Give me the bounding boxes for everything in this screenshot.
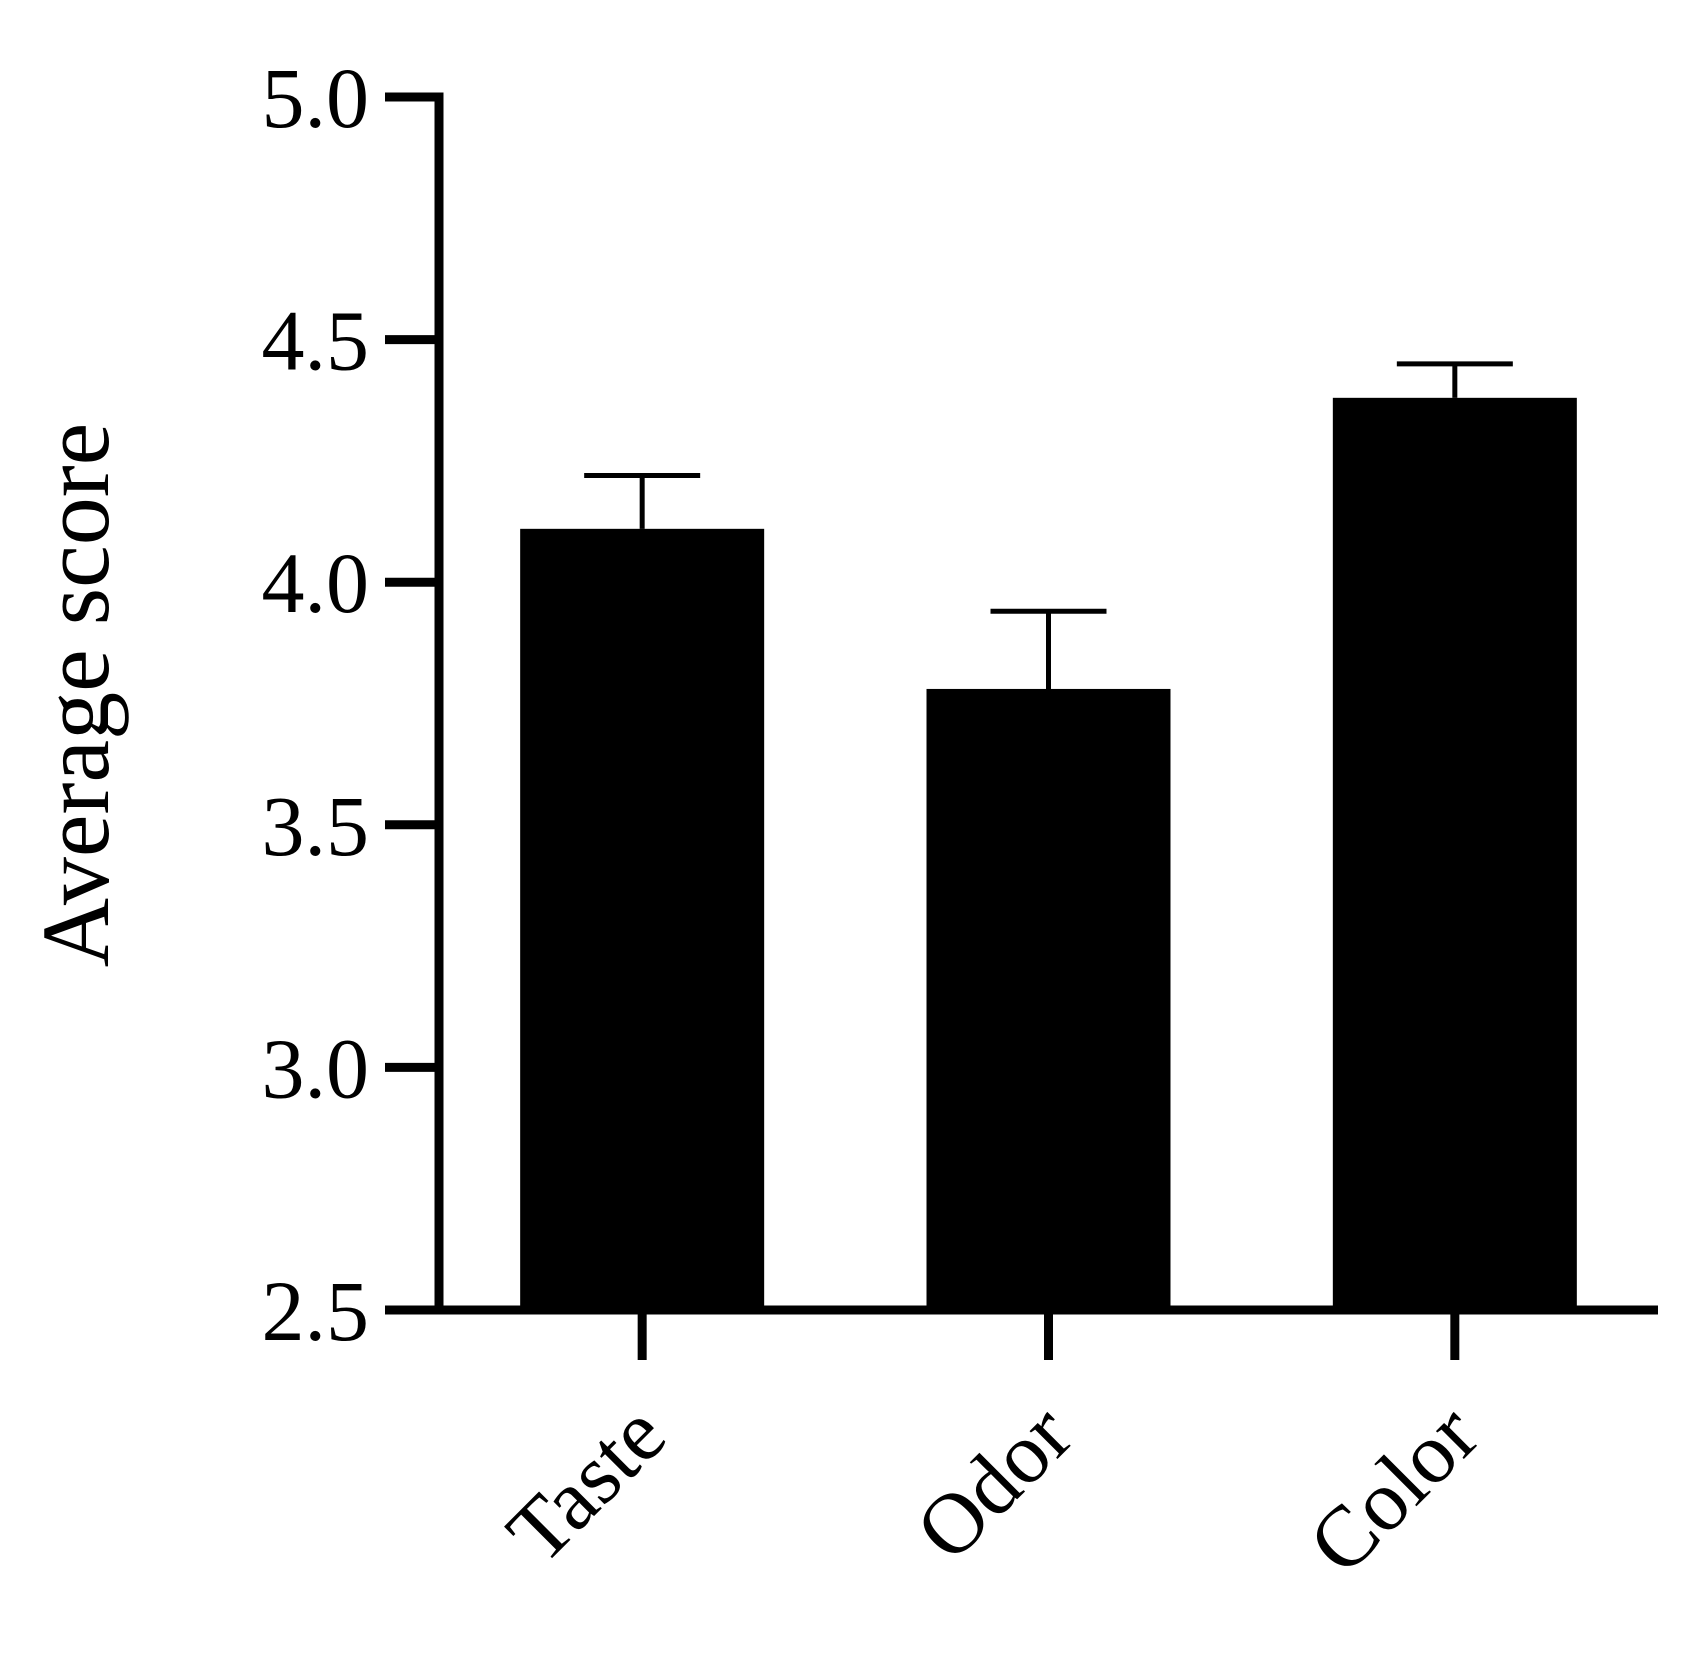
y-tick-label: 4.0 bbox=[262, 535, 370, 631]
y-tick-label: 4.5 bbox=[262, 293, 370, 389]
x-tick-label-taste: Taste bbox=[488, 1386, 683, 1581]
x-tick-label-color: Color bbox=[1290, 1386, 1496, 1592]
bar-color bbox=[1332, 397, 1577, 1311]
y-tick-label: 3.0 bbox=[262, 1020, 370, 1116]
x-tick-labels: Taste Odor Color bbox=[488, 1386, 1496, 1592]
y-axis-title: Average score bbox=[22, 423, 129, 968]
y-tick-label: 2.5 bbox=[262, 1263, 370, 1359]
bar-odor bbox=[926, 688, 1171, 1310]
y-axis: 2.5 3.0 3.5 4.0 4.5 5.0 bbox=[262, 50, 444, 1359]
error-bars bbox=[584, 361, 1513, 689]
y-tick-label: 5.0 bbox=[262, 50, 370, 146]
x-axis bbox=[385, 1305, 1658, 1360]
y-tick-label: 3.5 bbox=[262, 778, 370, 874]
bar-taste bbox=[520, 528, 765, 1310]
bars bbox=[520, 397, 1577, 1311]
x-tick-label-odor: Odor bbox=[897, 1386, 1090, 1579]
